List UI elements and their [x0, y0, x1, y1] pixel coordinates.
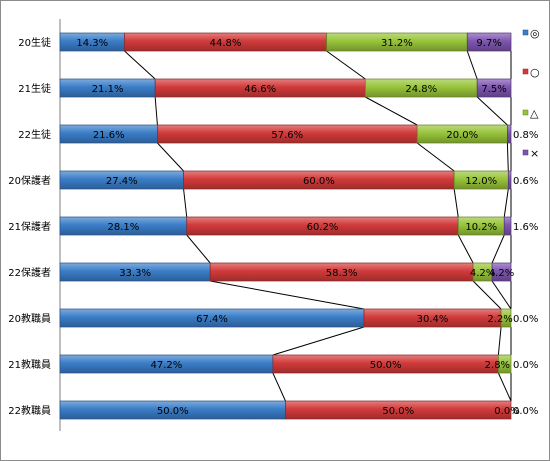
series-line-2-5 — [491, 280, 512, 310]
data-label: 10.2% — [465, 222, 497, 233]
series-line-2-3 — [503, 188, 509, 218]
data-label: 44.8% — [210, 38, 242, 49]
data-label: 0.0% — [513, 314, 538, 325]
data-label: 28.1% — [107, 222, 139, 233]
legend-swatch — [522, 68, 529, 75]
data-label: 14.3% — [76, 38, 108, 49]
category-label: 22保護者 — [8, 266, 51, 279]
legend-swatch — [522, 109, 529, 116]
data-label: 24.8% — [405, 84, 437, 95]
bar-segment — [500, 308, 512, 328]
bar-segment — [507, 124, 512, 144]
data-label: 0.6% — [513, 176, 538, 187]
data-label: 58.3% — [326, 268, 358, 279]
data-label: 50.0% — [382, 406, 414, 417]
series-line-2-4 — [491, 234, 505, 264]
data-label: 4.2% — [489, 268, 514, 279]
data-label: 27.4% — [106, 176, 138, 187]
data-label: 60.2% — [307, 222, 339, 233]
data-label: 33.3% — [119, 268, 151, 279]
legend: ◎ ○ △ × — [522, 27, 540, 160]
data-label: 30.4% — [417, 314, 449, 325]
category-label: 21生徒 — [18, 82, 51, 95]
series-lines-layer — [124, 50, 512, 402]
legend-label: ○ — [530, 66, 540, 79]
series-line-1-2 — [416, 142, 455, 172]
series-line-0-5 — [210, 280, 365, 310]
series-line-0-6 — [272, 326, 365, 356]
series-line-1-6 — [497, 326, 502, 356]
category-label: 20保護者 — [8, 174, 51, 187]
category-label: 22教職員 — [8, 404, 51, 417]
legend-swatch — [522, 29, 529, 36]
category-label: 22生徒 — [18, 128, 51, 141]
bar-segment — [476, 78, 512, 98]
legend-label: ◎ — [530, 27, 540, 40]
bars-layer — [59, 32, 512, 420]
data-label: 1.6% — [513, 222, 538, 233]
data-labels-layer: 14.3% 44.8% 31.2% 9.7% 21.1% 46.6% 24.8% 7.5% 21… — [76, 38, 538, 417]
data-label: 7.5% — [481, 84, 506, 95]
series-line-1-1 — [365, 96, 418, 126]
series-line-2-0 — [466, 50, 478, 80]
bar-segment — [466, 32, 512, 52]
data-label: 9.7% — [476, 38, 501, 49]
data-label: 21.6% — [93, 130, 125, 141]
bar-segment — [285, 400, 512, 420]
data-label: 67.4% — [196, 314, 228, 325]
data-label: 46.6% — [244, 84, 276, 95]
series-line-0-7 — [272, 372, 286, 402]
data-label: 57.6% — [271, 130, 303, 141]
series-line-0-4 — [186, 234, 211, 264]
bar-segment — [498, 354, 512, 374]
data-label: 2.2% — [487, 314, 512, 325]
series-line-1-3 — [453, 188, 459, 218]
data-label: 31.2% — [381, 38, 413, 49]
data-label: 0.0% — [513, 360, 538, 371]
bar-segment — [503, 216, 512, 236]
category-label: 21教職員 — [8, 358, 51, 371]
data-label: 2.8% — [485, 360, 510, 371]
data-label: 0.8% — [513, 130, 538, 141]
data-label: 4.2% — [470, 268, 495, 279]
series-line-1-7 — [497, 372, 512, 402]
category-label: 21保護者 — [8, 220, 51, 233]
data-label: 21.1% — [92, 84, 124, 95]
series-line-1-5 — [472, 280, 502, 310]
series-line-1-0 — [326, 50, 366, 80]
data-label: 47.2% — [151, 360, 183, 371]
data-label: 0.0% — [513, 406, 538, 417]
series-line-0-1 — [154, 96, 158, 126]
series-line-2-2 — [506, 142, 509, 172]
category-labels-layer: 20生徒 21生徒 22生徒 20保護者 21保護者 22保護者 20教職員 21教職員 22教… — [8, 36, 51, 417]
data-label: 20.0% — [446, 130, 478, 141]
series-line-0-0 — [124, 50, 156, 80]
legend-swatch — [522, 149, 529, 156]
legend-label: × — [530, 147, 539, 160]
data-label: 60.0% — [303, 176, 335, 187]
bar-segment — [491, 262, 512, 282]
series-line-0-2 — [157, 142, 184, 172]
legend-label: △ — [530, 107, 539, 120]
data-label: 50.0% — [157, 406, 189, 417]
data-label: 12.0% — [465, 176, 497, 187]
category-label: 20生徒 — [18, 36, 51, 49]
bar-segment — [507, 170, 512, 190]
data-label: 0.0% — [494, 406, 519, 417]
series-line-0-3 — [183, 188, 188, 218]
category-label: 20教職員 — [8, 312, 51, 325]
data-label: 50.0% — [370, 360, 402, 371]
series-line-1-4 — [457, 234, 474, 264]
series-line-2-1 — [476, 96, 508, 126]
